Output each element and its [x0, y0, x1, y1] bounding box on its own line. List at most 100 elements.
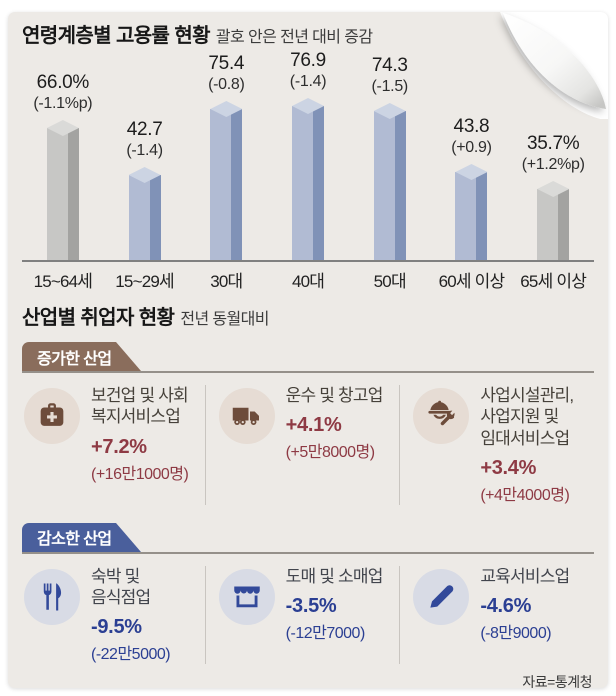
- industry-change-percent: -9.5%: [91, 616, 142, 639]
- x-axis-label: 50대: [373, 272, 407, 291]
- bar: [46, 120, 79, 260]
- medical-bag-icon: [24, 388, 80, 444]
- employment-rate-chart: 66.0% (-1.1%p) 42.7 (-1.4) 75.4 (-0.8) 76.9 (-1…: [22, 50, 594, 292]
- industry-name: 운수 및 창고업: [285, 386, 384, 405]
- increase-industries-group: 증가한 산업 보건업 및 사회 복지서비스업 +7.2% (+16만1000명) 운수 …: [22, 342, 594, 511]
- industry-title: 산업별 취업자 현황: [22, 307, 175, 329]
- industry-card: 보건업 및 사회 복지서비스업 +7.2% (+16만1000명): [22, 385, 205, 505]
- industry-change-count: (-22만5000): [91, 646, 171, 664]
- industry-card: 숙박 및 음식점업 -9.5% (-22만5000): [22, 566, 205, 665]
- x-axis-label: 15~29세: [115, 272, 174, 291]
- industry-change-percent: +7.2%: [91, 435, 147, 458]
- bar: [210, 101, 243, 260]
- x-axis-labels: 15~64세 15~29세 30대 40대 50대 60세 이상 65세 이상: [22, 267, 594, 292]
- industry-card: 운수 및 창고업 +4.1% (+5만8000명): [204, 385, 400, 505]
- industry-card-text: 숙박 및 음식점업 -9.5% (-22만5000): [91, 566, 171, 665]
- industry-change-percent: -3.5%: [285, 595, 337, 617]
- bar-change: (-1.5): [371, 78, 409, 96]
- bar-value-label: 43.8 (+0.9): [451, 115, 492, 158]
- industry-change-percent: +3.4%: [480, 456, 537, 479]
- industry-change-percent: +4.1%: [285, 414, 342, 437]
- bar-value: 43.8: [453, 116, 490, 138]
- bar-value-label: 35.7% (+1.2%p): [522, 132, 585, 175]
- bar-top-face: [455, 164, 488, 180]
- bar-change: (+0.9): [451, 139, 492, 157]
- employment-rate-title: 연령계층별 고용률 현황: [22, 25, 211, 47]
- industry-card-text: 도매 및 소매업 -3.5% (-12만7000): [285, 566, 384, 665]
- industry-card-text: 보건업 및 사회 복지서비스업 +7.2% (+16만1000명): [91, 385, 189, 505]
- bar: [128, 167, 161, 260]
- x-axis-label: 15~64세: [33, 272, 93, 291]
- industry-subtitle: 전년 동월대비: [180, 311, 269, 328]
- bar-side-face: [558, 189, 570, 260]
- industry-name: 사업시설관리, 사업지원 및 임대서비스업: [480, 386, 574, 448]
- bar-value: 76.9: [290, 50, 326, 72]
- bar-value-label: 75.4 (-0.8): [208, 52, 245, 95]
- bar-column: 75.4 (-0.8): [185, 52, 267, 260]
- store-icon: [218, 568, 275, 625]
- industry-card-text: 사업시설관리, 사업지원 및 임대서비스업 +3.4% (+4만4000명): [480, 385, 574, 505]
- x-axis-label: 60세 이상: [438, 272, 506, 291]
- bar-side-face: [476, 172, 488, 260]
- industry-change-count: (-12만7000): [285, 625, 366, 642]
- infographic-paper: 연령계층별 고용률 현황 괄호 안은 전년 대비 증감 66.0% (-1.1%p)…: [8, 12, 608, 688]
- bar-change: (-1.1%p): [33, 95, 93, 113]
- bar-side-face: [231, 109, 243, 260]
- industry-card-text: 교육서비스업 -4.6% (-8만9000): [480, 566, 570, 665]
- bar-faces: [128, 175, 161, 260]
- bar-change: (-0.8): [208, 76, 245, 94]
- bar-faces: [373, 111, 406, 260]
- badge-tail-shape: [116, 522, 142, 552]
- industry-cards: 보건업 및 사회 복지서비스업 +7.2% (+16만1000명) 운수 및 창고업 +…: [22, 373, 594, 511]
- content: 연령계층별 고용률 현황 괄호 안은 전년 대비 증감 66.0% (-1.1%p)…: [8, 12, 608, 688]
- bar: [455, 164, 488, 260]
- industry-card: 교육서비스업 -4.6% (-8만9000): [399, 565, 594, 665]
- bar: [537, 181, 570, 260]
- bar-value: 66.0%: [36, 72, 90, 94]
- fork-knife-icon: [24, 568, 80, 625]
- industry-change-count: (-8만9000): [480, 625, 552, 642]
- x-axis-label: 30대: [210, 272, 243, 291]
- source-credit: 자료=통계청: [522, 674, 592, 688]
- bar-front-face: [537, 189, 559, 260]
- bar-column: 74.3 (-1.5): [349, 54, 431, 260]
- x-axis-label: 65세 이상: [520, 272, 587, 291]
- employment-rate-header: 연령계층별 고용률 현황 괄호 안은 전년 대비 증감: [22, 24, 594, 48]
- bar-column: 43.8 (+0.9): [431, 115, 513, 260]
- industry-card: 사업시설관리, 사업지원 및 임대서비스업 +3.4% (+4만4000명): [399, 385, 594, 505]
- bar-front-face: [373, 111, 395, 260]
- bar-faces: [210, 109, 243, 260]
- decrease-industries-group: 감소한 산업 숙박 및 음식점업 -9.5% (-22만5000) 도매 및 소매업 -3…: [22, 522, 594, 671]
- bar-column: 42.7 (-1.4): [104, 118, 186, 260]
- bar-front-face: [210, 109, 232, 260]
- industry-badge-row: 증가한 산업: [22, 342, 594, 373]
- bar-faces: [455, 172, 488, 260]
- industry-card: 도매 및 소매업 -3.5% (-12만7000): [204, 565, 400, 665]
- pencil-icon: [413, 568, 470, 625]
- bar-value-label: 66.0% (-1.1%p): [33, 71, 92, 114]
- bar-faces: [537, 189, 570, 260]
- bar-front-face: [46, 128, 68, 260]
- bar-front-face: [128, 175, 150, 260]
- construction-worker-icon: [413, 388, 470, 444]
- bar-value-label: 74.3 (-1.5): [371, 54, 409, 97]
- industry-name: 보건업 및 사회 복지서비스업: [91, 386, 189, 427]
- bar: [373, 103, 406, 260]
- bar-chart-bars: 66.0% (-1.1%p) 42.7 (-1.4) 75.4 (-0.8) 76.9 (-1…: [22, 50, 594, 260]
- industry-groups: 증가한 산업 보건업 및 사회 복지서비스업 +7.2% (+16만1000명) 운수 …: [22, 342, 594, 670]
- bar-top-face: [292, 98, 325, 114]
- bar-value: 42.7: [126, 119, 163, 141]
- bar-change: (-1.4): [126, 142, 163, 160]
- bar-change: (-1.4): [289, 73, 327, 91]
- industry-header: 산업별 취업자 현황 전년 동월대비: [22, 306, 594, 330]
- bar-side-face: [313, 106, 325, 260]
- bar-front-face: [455, 172, 477, 260]
- bar-faces: [46, 128, 79, 260]
- bar-top-face: [373, 103, 406, 119]
- industry-change-percent: -4.6%: [480, 595, 532, 617]
- bar-front-face: [292, 106, 314, 260]
- x-axis-line: [22, 260, 594, 262]
- bar-value: 35.7%: [526, 133, 580, 155]
- industry-change-count: (+4만4000명): [480, 486, 570, 504]
- bar-side-face: [67, 128, 79, 260]
